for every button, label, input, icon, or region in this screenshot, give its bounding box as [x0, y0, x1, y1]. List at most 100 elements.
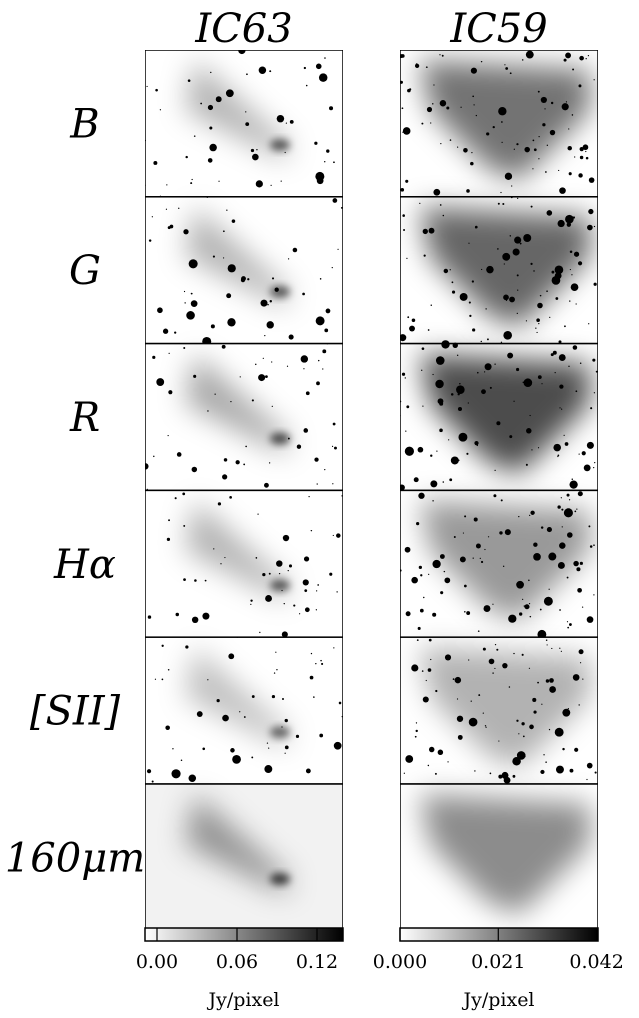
star — [537, 90, 540, 93]
star — [518, 612, 523, 616]
star — [593, 392, 596, 394]
star — [565, 52, 572, 59]
star — [303, 66, 307, 70]
star — [148, 239, 152, 242]
star — [551, 270, 555, 274]
star — [428, 638, 432, 642]
star — [432, 103, 434, 105]
star — [287, 437, 290, 440]
star — [567, 532, 573, 538]
star — [229, 496, 232, 499]
star — [478, 694, 481, 697]
star — [309, 675, 314, 680]
star — [555, 297, 559, 300]
star — [482, 647, 486, 651]
star — [549, 316, 551, 318]
star — [559, 542, 566, 549]
nebula — [185, 794, 290, 894]
star — [557, 505, 561, 509]
star — [284, 752, 286, 754]
star — [516, 580, 524, 589]
star — [333, 741, 342, 750]
star — [271, 277, 275, 280]
star — [548, 588, 550, 590]
star — [561, 103, 569, 111]
star — [425, 679, 427, 682]
star — [270, 184, 272, 186]
star — [487, 536, 490, 538]
star — [239, 376, 241, 378]
star — [503, 263, 505, 265]
star — [196, 711, 203, 717]
star — [442, 214, 445, 217]
star — [430, 658, 432, 661]
colorbar — [144, 927, 344, 942]
star — [200, 102, 203, 105]
star — [493, 494, 497, 498]
star — [529, 514, 531, 517]
star — [227, 264, 236, 273]
star — [162, 328, 169, 334]
star — [314, 141, 318, 145]
star — [220, 563, 222, 565]
star — [288, 334, 294, 340]
star — [430, 304, 432, 307]
star — [513, 400, 515, 402]
star — [168, 390, 173, 395]
star — [313, 696, 315, 698]
star — [539, 608, 542, 611]
star — [308, 495, 310, 498]
star — [582, 678, 584, 680]
star — [501, 771, 509, 779]
star — [543, 754, 545, 756]
star — [564, 325, 566, 328]
star — [185, 155, 188, 159]
star — [258, 66, 267, 74]
star — [509, 296, 515, 303]
star — [569, 300, 571, 302]
star — [329, 572, 333, 576]
star — [255, 557, 258, 559]
star — [568, 172, 572, 176]
star — [516, 143, 519, 146]
star — [456, 354, 459, 356]
star — [404, 377, 406, 379]
image-panel — [145, 489, 343, 638]
star — [559, 407, 561, 409]
star — [586, 441, 594, 449]
image-panel — [400, 340, 598, 492]
star — [292, 247, 298, 253]
column-title: IC63 — [194, 6, 292, 52]
star — [281, 726, 283, 728]
star — [565, 101, 568, 103]
star — [305, 768, 311, 774]
star — [537, 302, 543, 309]
star — [453, 536, 456, 538]
star — [516, 312, 518, 315]
star — [533, 148, 537, 152]
star — [434, 772, 437, 775]
star — [441, 54, 444, 57]
star — [518, 733, 520, 735]
star — [176, 452, 182, 457]
star — [190, 182, 193, 185]
star — [243, 463, 246, 466]
nebula-core — [270, 432, 290, 445]
star — [549, 678, 554, 683]
star — [588, 208, 594, 215]
star — [403, 228, 406, 231]
star — [524, 146, 530, 153]
star — [498, 774, 503, 779]
star — [222, 714, 229, 722]
star — [221, 344, 226, 349]
star — [422, 405, 424, 407]
star — [154, 678, 157, 680]
star — [231, 323, 235, 327]
star — [467, 402, 469, 404]
star — [468, 301, 471, 304]
star — [217, 502, 222, 506]
star — [485, 308, 487, 310]
star — [405, 611, 411, 617]
star — [151, 216, 153, 218]
star — [475, 543, 481, 549]
